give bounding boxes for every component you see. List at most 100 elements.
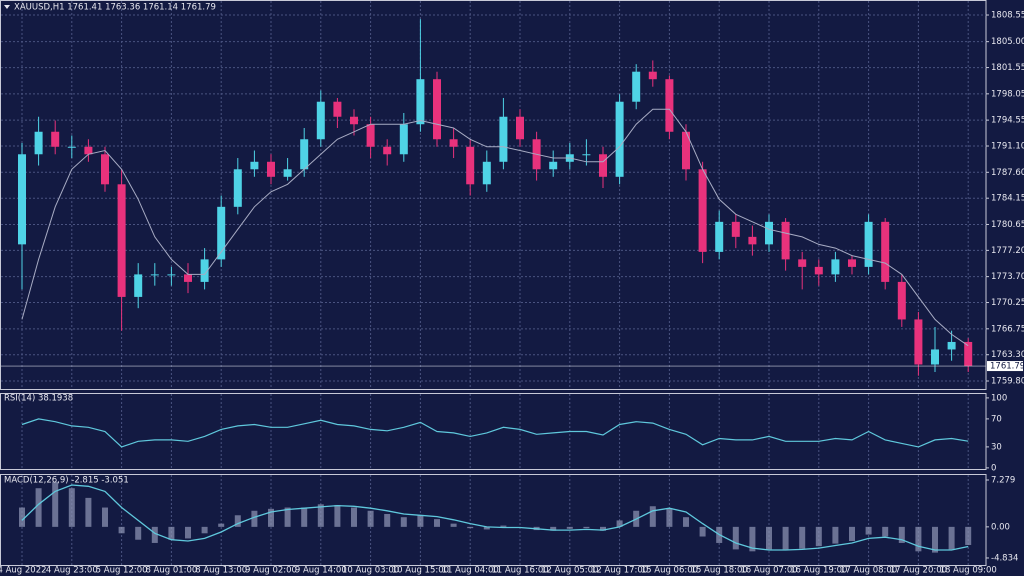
macd-histogram-bar [782,526,789,550]
macd-histogram-bar [467,526,474,529]
macd-histogram-bar [749,526,756,552]
macd-histogram-bar [915,526,922,552]
candle-body [416,79,425,125]
y-tick-label: 1794.55 [991,116,1024,126]
macd-histogram-bar [865,526,872,535]
y-tick-label: 1784.15 [991,194,1024,204]
candle-body [200,259,209,282]
moving-average-line [21,108,969,347]
macd-histogram-bar [234,515,241,527]
last-price-box [987,361,1023,372]
candle-body [798,259,807,267]
macd-histogram-bar [168,526,175,540]
macd-histogram-bar [815,526,822,547]
candle-body [134,274,143,297]
candle-body [848,259,856,267]
x-tick-label: 5 Aug 12:00 [96,566,148,576]
macd-histogram-bar [583,526,590,529]
macd-histogram-bar [932,526,938,553]
candle-body [516,116,524,140]
symbol-menu-icon [4,5,10,9]
macd-histogram-bar [85,497,92,527]
macd-histogram-bar [118,526,125,534]
candle-body [383,146,392,155]
candle-body [682,131,690,170]
macd-histogram-bar [649,506,656,527]
y-tick-label: 0 [991,463,996,473]
macd-histogram-bar [201,526,208,534]
candle-body [300,139,309,170]
candle-body [482,161,491,185]
candle-body [582,154,591,156]
macd-histogram-bar [434,519,440,527]
macd-histogram-bar [882,526,889,537]
candle-body [283,169,292,177]
macd-histogram-bar [732,526,739,550]
x-tick-label: 18 Aug 09:00 [940,566,997,576]
y-tick-label: 30 [991,442,1002,452]
y-tick-label: 1759.80 [991,376,1024,386]
macd-histogram-bar [566,526,573,529]
candle-body [18,154,26,245]
candle-body [665,79,674,132]
macd-histogram-bar [185,526,191,539]
y-tick-label: 1780.65 [991,220,1024,230]
y-tick-label: 1766.75 [991,324,1024,334]
macd-histogram-bar [400,517,407,527]
candle-body [333,101,342,117]
x-tick-label: 4 Aug 23:00 [46,566,98,576]
candle-body [34,131,43,155]
candle-body [117,184,126,297]
macd-histogram-bar [52,481,59,527]
macd-histogram-bar [898,526,905,543]
x-tick-label: 15 Aug 18:00 [691,566,748,576]
macd-histogram-bar [666,508,673,527]
macd-histogram-bar [616,520,623,527]
candle-body [698,169,707,252]
macd-histogram-bar [317,504,324,527]
macd-histogram-bar [766,526,772,550]
macd-histogram-bar [683,517,689,527]
macd-histogram-bar [301,507,308,527]
candle-body [67,146,76,148]
macd-histogram-bar [483,526,490,530]
candle-body [84,146,93,155]
macd-histogram-bar [849,526,855,542]
x-tick-label: 16 Aug 07:00 [740,566,797,576]
macd-histogram-bar [218,523,225,527]
macd-histogram-bar [417,515,424,527]
candle-body [350,116,358,125]
macd-histogram-bar [948,526,955,550]
macd-histogram-bar [151,526,158,543]
candle-body [250,161,259,170]
macd-histogram-bar [367,510,374,527]
macd-signal-line [21,484,969,551]
macd-histogram-bar [135,526,142,540]
candle-body [499,116,508,162]
panel-frame [0,393,987,470]
candle-body [366,124,375,147]
panel-frame [0,0,987,390]
x-tick-label: 8 Aug 01:00 [145,566,197,576]
y-tick-label: 1805.00 [991,37,1024,47]
macd-histogram-bar [450,523,457,527]
y-tick-label: 70 [991,414,1002,424]
x-tick-label: 12 Aug 17:00 [591,566,648,576]
candle-body [765,221,773,245]
last-price-label: 1761.79 [990,362,1024,372]
macd-histogram-bar [251,510,258,527]
candle-body [51,131,60,147]
x-tick-label: 17 Aug 08:00 [840,566,897,576]
macd-histogram-bar [550,526,557,531]
macd-histogram-bar [799,526,806,549]
candle-body [316,101,325,140]
y-tick-label: 1787.60 [991,168,1024,178]
macd-histogram-bar [500,525,507,527]
x-tick-label: 11 Aug 16:00 [491,566,548,576]
x-tick-label: 15 Aug 06:00 [641,566,698,576]
macd-histogram-bar [284,507,291,527]
macd-histogram-bar [965,526,972,545]
x-tick-label: 4 Aug 2022 [0,566,47,576]
macd-histogram-bar [384,513,391,527]
